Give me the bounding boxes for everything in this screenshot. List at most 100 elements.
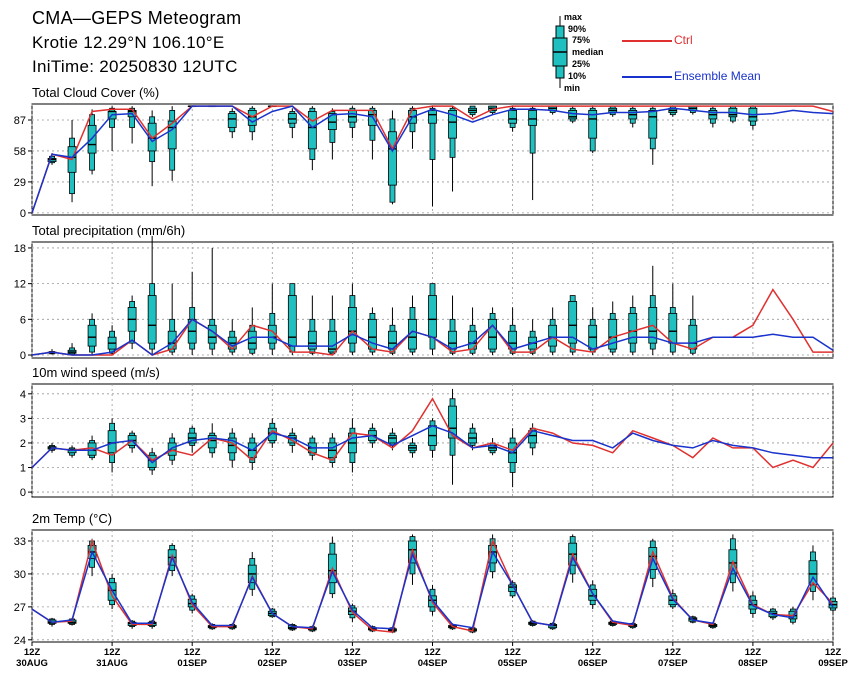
- box-inner: [167, 120, 177, 150]
- box-inner: [428, 110, 437, 124]
- y-tick-label: 2: [20, 438, 26, 450]
- box-inner: [508, 110, 518, 124]
- legend-ctrl-label: Ctrl: [674, 33, 693, 47]
- y-tick-label: 0: [20, 208, 26, 220]
- box-inner: [588, 110, 598, 139]
- box-inner: [147, 454, 157, 468]
- meteogram-title: CMA—GEPS Meteogram: [32, 8, 242, 28]
- legend-ctrl-line: [622, 40, 672, 42]
- box-inner: [388, 131, 397, 186]
- x-tick-date: 06SEP: [578, 658, 608, 669]
- box-inner: [247, 330, 257, 350]
- y-tick-label: 12: [14, 279, 26, 291]
- box-inner: [488, 318, 497, 350]
- y-tick-label: 3: [20, 413, 26, 425]
- y-tick-label: 58: [14, 146, 26, 158]
- panel-title: Total precipitation (mm/6h): [32, 223, 185, 238]
- legend-key-10: 10%: [568, 71, 587, 81]
- x-tick-hour: 12Z: [825, 647, 842, 658]
- x-tick-date: 30AUG: [16, 658, 48, 669]
- x-tick-date: 03SEP: [338, 658, 368, 669]
- ensemble-mean-line: [31, 424, 833, 469]
- y-tick-label: 87: [14, 115, 26, 127]
- box-inner: [388, 435, 397, 444]
- x-tick-date: 04SEP: [418, 658, 448, 669]
- x-tick-date: 08SEP: [738, 658, 768, 669]
- panel-title: 2m Temp (°C): [32, 511, 112, 526]
- y-tick-label: 1: [20, 463, 26, 475]
- location-label: Krotie 12.29°N 106.10°E: [32, 33, 225, 52]
- box-inner: [87, 324, 97, 347]
- panel-title: Total Cloud Cover (%): [32, 85, 159, 100]
- y-tick-label: 24: [14, 635, 26, 647]
- x-tick-hour: 12Z: [504, 647, 521, 658]
- y-tick-label: 6: [20, 314, 26, 326]
- box-inner: [448, 405, 457, 439]
- ensemble-mean-line: [31, 550, 834, 630]
- x-tick-hour: 12Z: [184, 647, 201, 658]
- y-tick-label: 30: [14, 569, 26, 581]
- box-inner: [227, 113, 237, 128]
- x-tick-date: 09SEP: [818, 658, 848, 669]
- box-inner: [528, 110, 538, 126]
- legend-key-25: 25%: [572, 59, 591, 69]
- ensemble-mean-line: [31, 318, 834, 356]
- y-tick-label: 33: [14, 536, 26, 548]
- init-time-label: IniTime: 20250830 12UTC: [32, 57, 238, 76]
- y-tick-label: 27: [14, 602, 26, 614]
- x-tick-date: 07SEP: [658, 658, 688, 669]
- box-inner: [307, 330, 317, 350]
- legend-box-glyph: [552, 16, 568, 88]
- legend-key-median: median: [572, 47, 604, 57]
- box-inner: [568, 301, 578, 344]
- x-tick-hour: 12Z: [104, 647, 121, 658]
- panel-title: 10m wind speed (m/s): [32, 365, 160, 380]
- legend-mean-line: [622, 76, 672, 78]
- ensemble-mean-line: [31, 105, 834, 214]
- legend-key-75: 75%: [572, 35, 591, 45]
- legend-box-key: max 90% 75% median 25% 10% min: [550, 10, 610, 93]
- box-inner: [808, 560, 818, 586]
- box-inner: [628, 312, 638, 344]
- box-inner: [548, 324, 558, 347]
- box-inner: [448, 110, 457, 139]
- box-inner: [448, 330, 457, 350]
- box-outer: [429, 107, 436, 160]
- legend-key-min: min: [564, 83, 581, 93]
- x-tick-hour: 12Z: [264, 647, 281, 658]
- ctrl-line: [31, 105, 834, 214]
- box-inner: [267, 324, 277, 344]
- box-inner: [608, 318, 618, 350]
- box-inner: [528, 430, 538, 444]
- x-tick-hour: 12Z: [424, 647, 441, 658]
- box-inner: [428, 295, 437, 338]
- x-tick-hour: 12Z: [344, 647, 361, 658]
- y-tick-label: 4: [20, 389, 26, 401]
- x-tick-hour: 12Z: [24, 647, 41, 658]
- box-inner: [648, 110, 658, 139]
- x-tick-hour: 12Z: [665, 647, 682, 658]
- box-inner: [668, 312, 678, 344]
- box-inner: [107, 430, 117, 454]
- x-tick-hour: 12Z: [585, 647, 602, 658]
- y-tick-label: 0: [20, 350, 26, 362]
- x-tick-hour: 12Z: [745, 647, 762, 658]
- y-tick-label: 0: [20, 487, 26, 499]
- box-inner: [247, 110, 257, 126]
- box-inner: [287, 295, 297, 347]
- legend-key-max: max: [564, 12, 583, 22]
- x-tick-date: 01SEP: [177, 658, 207, 669]
- box-inner: [347, 307, 357, 344]
- box-outer: [529, 107, 536, 154]
- box-inner: [167, 442, 177, 456]
- legend-mean-label: Ensemble Mean: [674, 69, 761, 83]
- legend-key-90: 90%: [568, 24, 587, 34]
- box-inner: [147, 295, 157, 344]
- y-tick-label: 29: [14, 177, 26, 189]
- x-tick-date: 31AUG: [96, 658, 128, 669]
- box-inner: [688, 324, 698, 350]
- box-inner: [568, 110, 578, 120]
- box-inner: [307, 111, 317, 150]
- x-tick-date: 02SEP: [258, 658, 288, 669]
